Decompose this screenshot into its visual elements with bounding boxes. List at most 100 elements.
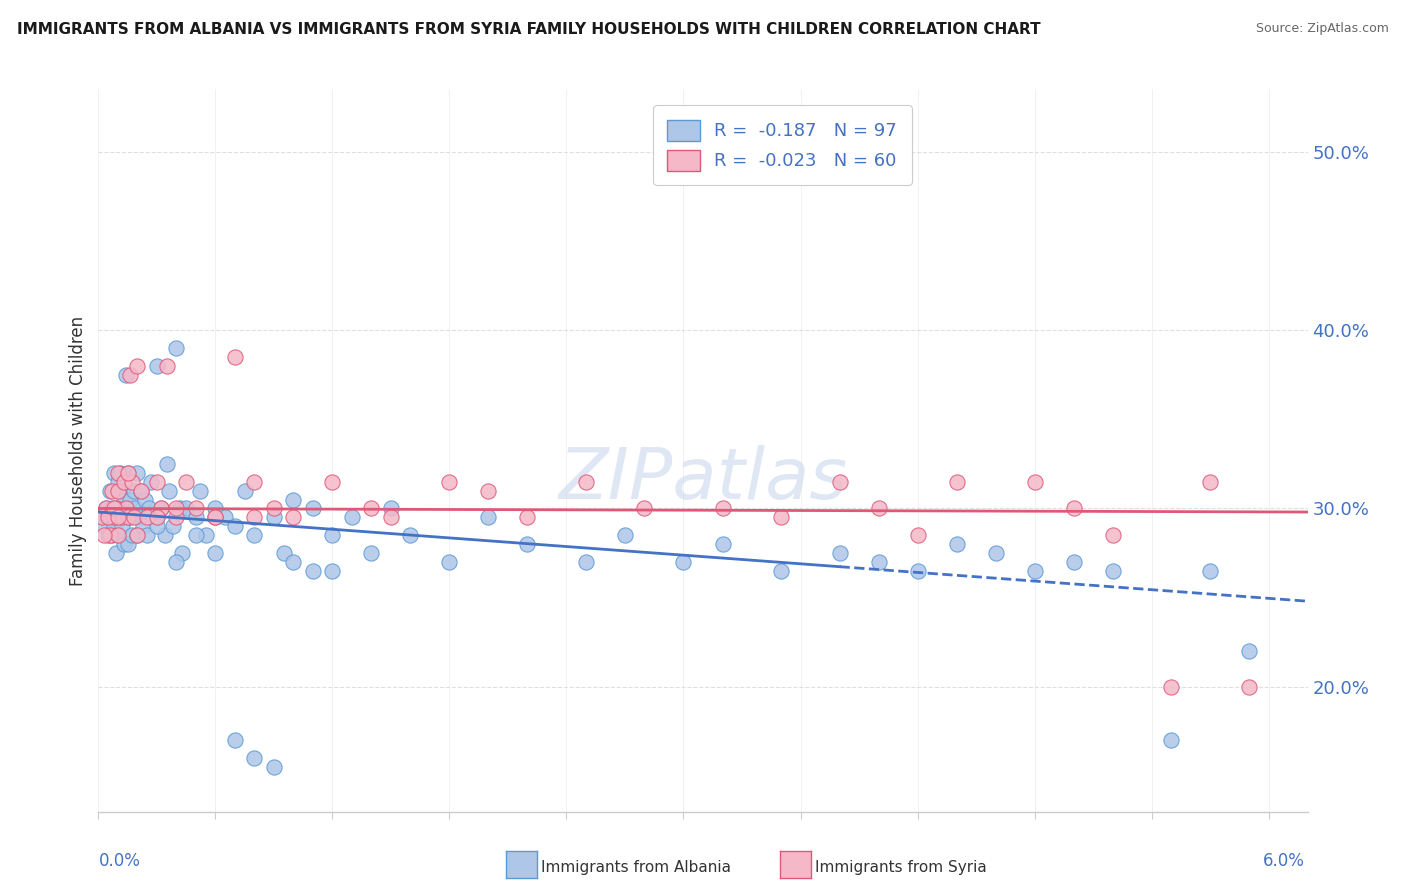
Point — [146, 475, 169, 489]
Point — [111, 519, 134, 533]
Point — [184, 528, 207, 542]
Point — [136, 510, 159, 524]
Point — [1101, 528, 1123, 542]
Text: 6.0%: 6.0% — [1263, 852, 1305, 870]
Point — [131, 483, 153, 498]
Point — [107, 483, 129, 498]
Point — [1063, 555, 1085, 569]
Point — [614, 528, 637, 542]
Point — [111, 510, 134, 524]
Point — [945, 475, 967, 489]
Point — [162, 519, 184, 533]
Point — [118, 510, 141, 524]
Point — [340, 510, 363, 524]
Point — [149, 501, 172, 516]
Point — [114, 368, 136, 382]
Point — [1237, 644, 1260, 658]
Point — [828, 475, 851, 489]
Point — [107, 475, 129, 489]
Point — [302, 564, 325, 578]
Point — [204, 501, 226, 516]
Point — [321, 528, 343, 542]
Point — [243, 475, 266, 489]
Point — [114, 501, 136, 516]
Point — [214, 510, 236, 524]
Point — [101, 528, 124, 542]
Point — [97, 528, 120, 542]
Point — [98, 483, 121, 498]
Point — [146, 359, 169, 373]
Point — [828, 546, 851, 560]
Text: ZIPatlas: ZIPatlas — [558, 445, 848, 514]
Point — [101, 483, 124, 498]
Point — [672, 555, 695, 569]
Point — [1160, 680, 1182, 694]
Point — [633, 501, 655, 516]
Point — [131, 483, 153, 498]
Point — [91, 510, 114, 524]
Point — [112, 492, 135, 507]
Point — [153, 528, 176, 542]
Point — [103, 510, 125, 524]
Point — [146, 510, 169, 524]
Point — [273, 546, 295, 560]
Point — [188, 483, 211, 498]
Point — [121, 528, 143, 542]
Text: IMMIGRANTS FROM ALBANIA VS IMMIGRANTS FROM SYRIA FAMILY HOUSEHOLDS WITH CHILDREN: IMMIGRANTS FROM ALBANIA VS IMMIGRANTS FR… — [17, 22, 1040, 37]
Point — [283, 510, 305, 524]
Point — [711, 501, 734, 516]
Point — [184, 501, 207, 516]
Point — [165, 510, 187, 524]
Point — [122, 510, 145, 524]
Point — [360, 501, 382, 516]
Point — [263, 501, 285, 516]
Point — [96, 501, 118, 516]
Point — [711, 537, 734, 551]
Point — [204, 510, 226, 524]
Point — [101, 501, 124, 516]
Point — [233, 483, 256, 498]
Point — [439, 475, 461, 489]
Point — [149, 501, 172, 516]
Point — [477, 510, 499, 524]
Point — [321, 564, 343, 578]
Point — [224, 733, 246, 747]
Point — [165, 555, 187, 569]
Point — [360, 546, 382, 560]
Point — [283, 492, 305, 507]
Point — [945, 537, 967, 551]
Point — [103, 501, 125, 516]
Point — [107, 528, 129, 542]
Point — [112, 537, 135, 551]
Point — [204, 546, 226, 560]
Point — [321, 475, 343, 489]
Point — [117, 510, 139, 524]
Point — [243, 528, 266, 542]
Point — [1101, 564, 1123, 578]
Point — [477, 483, 499, 498]
Point — [575, 475, 598, 489]
Point — [224, 519, 246, 533]
Point — [868, 555, 890, 569]
Point — [127, 528, 149, 542]
Point — [122, 483, 145, 498]
Point — [1024, 475, 1046, 489]
Point — [156, 359, 179, 373]
Point — [907, 564, 929, 578]
Point — [1024, 564, 1046, 578]
Point — [132, 519, 155, 533]
Point — [98, 528, 121, 542]
Text: Source: ZipAtlas.com: Source: ZipAtlas.com — [1256, 22, 1389, 36]
Point — [136, 528, 159, 542]
Point — [769, 564, 792, 578]
Point — [138, 501, 160, 516]
Point — [91, 510, 114, 524]
Legend: R =  -0.187   N = 97, R =  -0.023   N = 60: R = -0.187 N = 97, R = -0.023 N = 60 — [652, 105, 911, 185]
Point — [98, 510, 121, 524]
Point — [984, 546, 1007, 560]
Point — [121, 475, 143, 489]
Point — [263, 510, 285, 524]
Point — [516, 537, 538, 551]
Point — [114, 501, 136, 516]
Point — [157, 483, 180, 498]
